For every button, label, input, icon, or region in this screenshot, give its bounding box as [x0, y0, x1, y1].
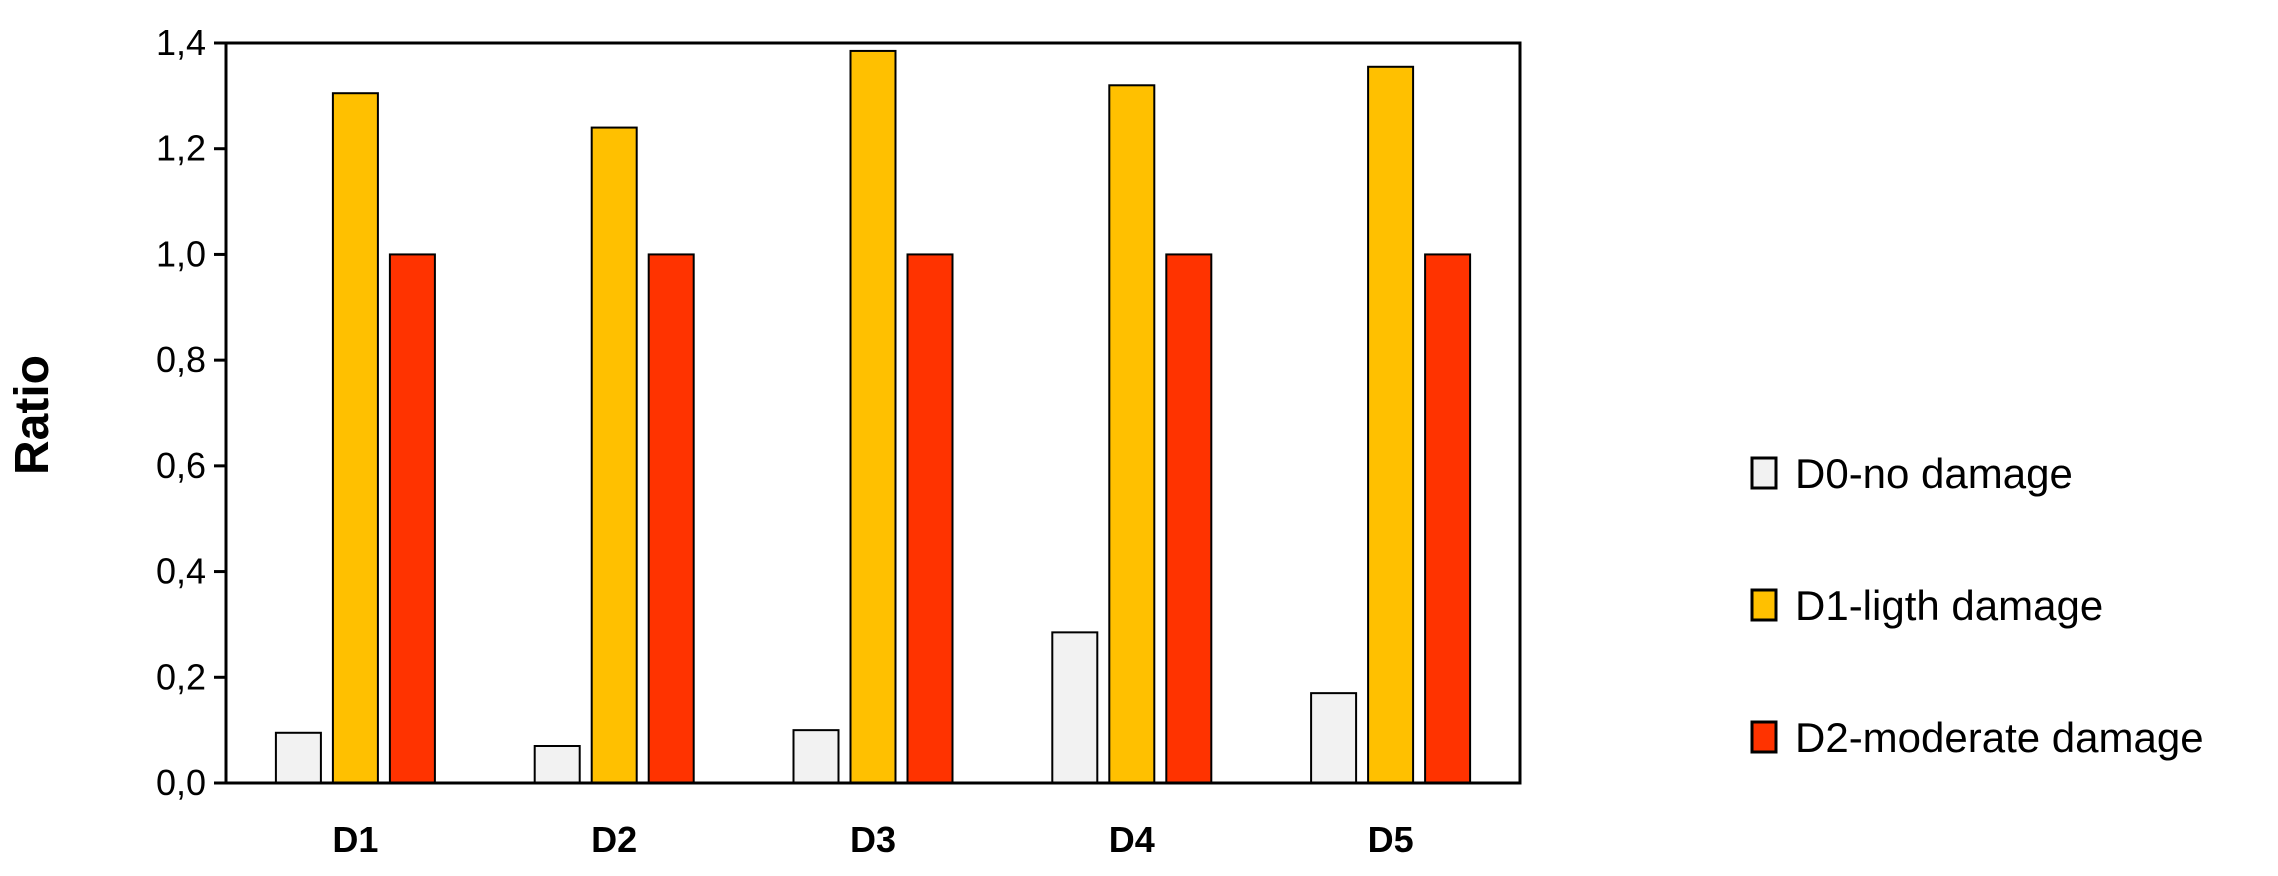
bar: [849, 49, 897, 784]
y-tick-label: 0,2: [156, 656, 206, 697]
y-tick-label: 1,4: [156, 22, 206, 63]
bars: [274, 49, 1472, 785]
y-tick-label: 0,4: [156, 551, 206, 592]
x-axis-ticks: D1 D2 D3 D4 D5: [332, 819, 1413, 860]
x-tick-label: D4: [1109, 819, 1155, 860]
bar: [533, 745, 581, 784]
bar: [388, 253, 436, 784]
x-tick-label: D5: [1368, 819, 1414, 860]
y-tick-label: 1,0: [156, 233, 206, 274]
x-tick-label: D3: [850, 819, 896, 860]
bar: [906, 253, 954, 784]
bar: [792, 729, 840, 785]
legend-label: D0-no damage: [1795, 450, 2073, 497]
y-tick-label: 0,0: [156, 762, 206, 803]
bar: [590, 126, 638, 785]
y-tick-label: 1,2: [156, 128, 206, 169]
legend-swatch: [1750, 720, 1778, 754]
bar: [331, 92, 379, 784]
bar: [1165, 253, 1213, 784]
legend-label: D1-ligth damage: [1795, 582, 2103, 629]
y-axis-label: Ratio: [6, 355, 59, 475]
bar: [1367, 65, 1415, 785]
bar: [274, 731, 322, 784]
legend-swatch: [1750, 588, 1778, 622]
legend: D0-no damage D1-ligth damage D2-moderate d…: [1750, 450, 2204, 761]
bar: [1310, 692, 1358, 785]
y-axis-ticks: 0,0 0,2 0,4 0,6 0,8 1,0 1,2 1,4: [156, 22, 226, 803]
y-tick-label: 0,8: [156, 339, 206, 380]
x-tick-label: D2: [591, 819, 637, 860]
bar: [1108, 84, 1156, 785]
bar: [647, 253, 695, 784]
x-tick-label: D1: [332, 819, 378, 860]
legend-swatch: [1750, 456, 1778, 490]
bar: [1051, 631, 1099, 784]
y-tick-label: 0,6: [156, 445, 206, 486]
bar: [1424, 253, 1472, 784]
legend-label: D2-moderate damage: [1795, 714, 2204, 761]
